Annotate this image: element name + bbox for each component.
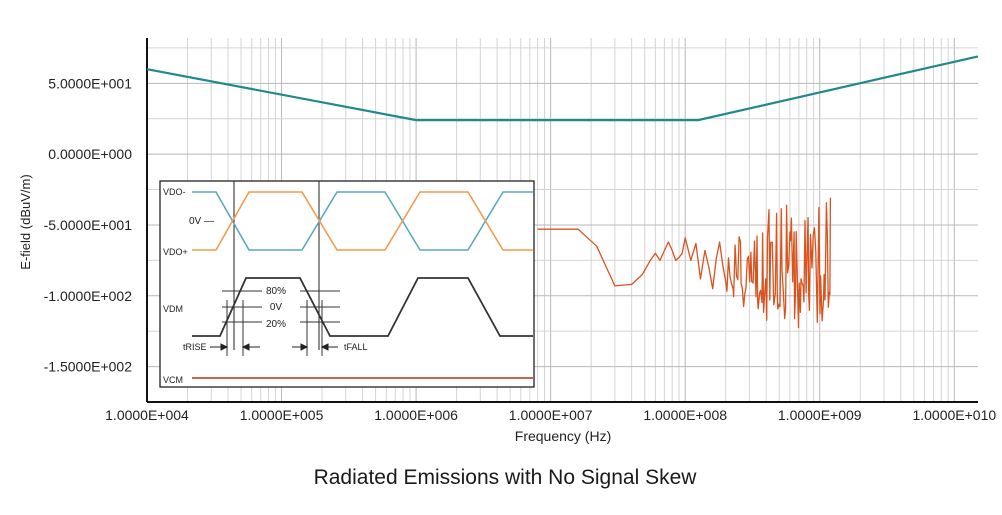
inset-timing-diagram: VDO- 0V — VDO+ VDM 80% 0V 20% tRISE tFAL… [159,180,535,388]
inset-label-vcm: VCM [163,375,183,385]
y-axis-label: E-field (dBuV/m) [18,174,33,269]
inset-label-vdo-plus: VDO+ [163,247,188,257]
x-tick-label: 1.0000E+006 [374,407,458,423]
y-tick-label: -1.0000E+002 [44,288,133,304]
inset-label-0v: 0V [270,302,283,313]
inset-label-vdm: VDM [163,304,183,314]
x-tick-label: 1.0000E+009 [778,407,862,423]
x-tick-label: 1.0000E+007 [509,407,593,423]
x-tick-label: 1.0000E+010 [912,407,996,423]
inset-label-vdo-minus: VDO- [163,187,186,197]
y-tick-label: 0.0000E+000 [48,146,132,162]
x-axis-label: Frequency (Hz) [515,428,611,444]
figure-caption: Radiated Emissions with No Signal Skew [313,466,697,489]
x-tick-label: 1.0000E+005 [240,407,324,423]
y-tick-label: 5.0000E+001 [48,75,132,91]
x-tick-labels: 1.0000E+004 1.0000E+005 1.0000E+006 1.0000E… [105,407,996,423]
inset-label-tfall: tFALL [344,342,368,352]
series [146,55,979,329]
inset-label-trise: tRISE [183,342,207,352]
inset-label-80pct: 80% [266,286,286,297]
inset-vdo-plus-waveform [192,191,533,251]
inset-timing-arrows [210,343,338,351]
y-tick-label: -1.5000E+002 [44,359,133,375]
y-tick-labels: 5.0000E+001 0.0000E+000 -5.0000E+001 -1.000… [44,75,133,374]
emission-line [537,197,832,329]
inset-label-20pct: 20% [266,319,286,330]
axes [146,38,978,403]
limit-line [146,55,979,122]
inset-label-zero: 0V — [189,216,214,227]
y-tick-label: -5.0000E+001 [44,217,133,233]
x-tick-label: 1.0000E+004 [105,407,189,423]
inset-frame [159,180,535,388]
x-tick-label: 1.0000E+008 [643,407,727,423]
